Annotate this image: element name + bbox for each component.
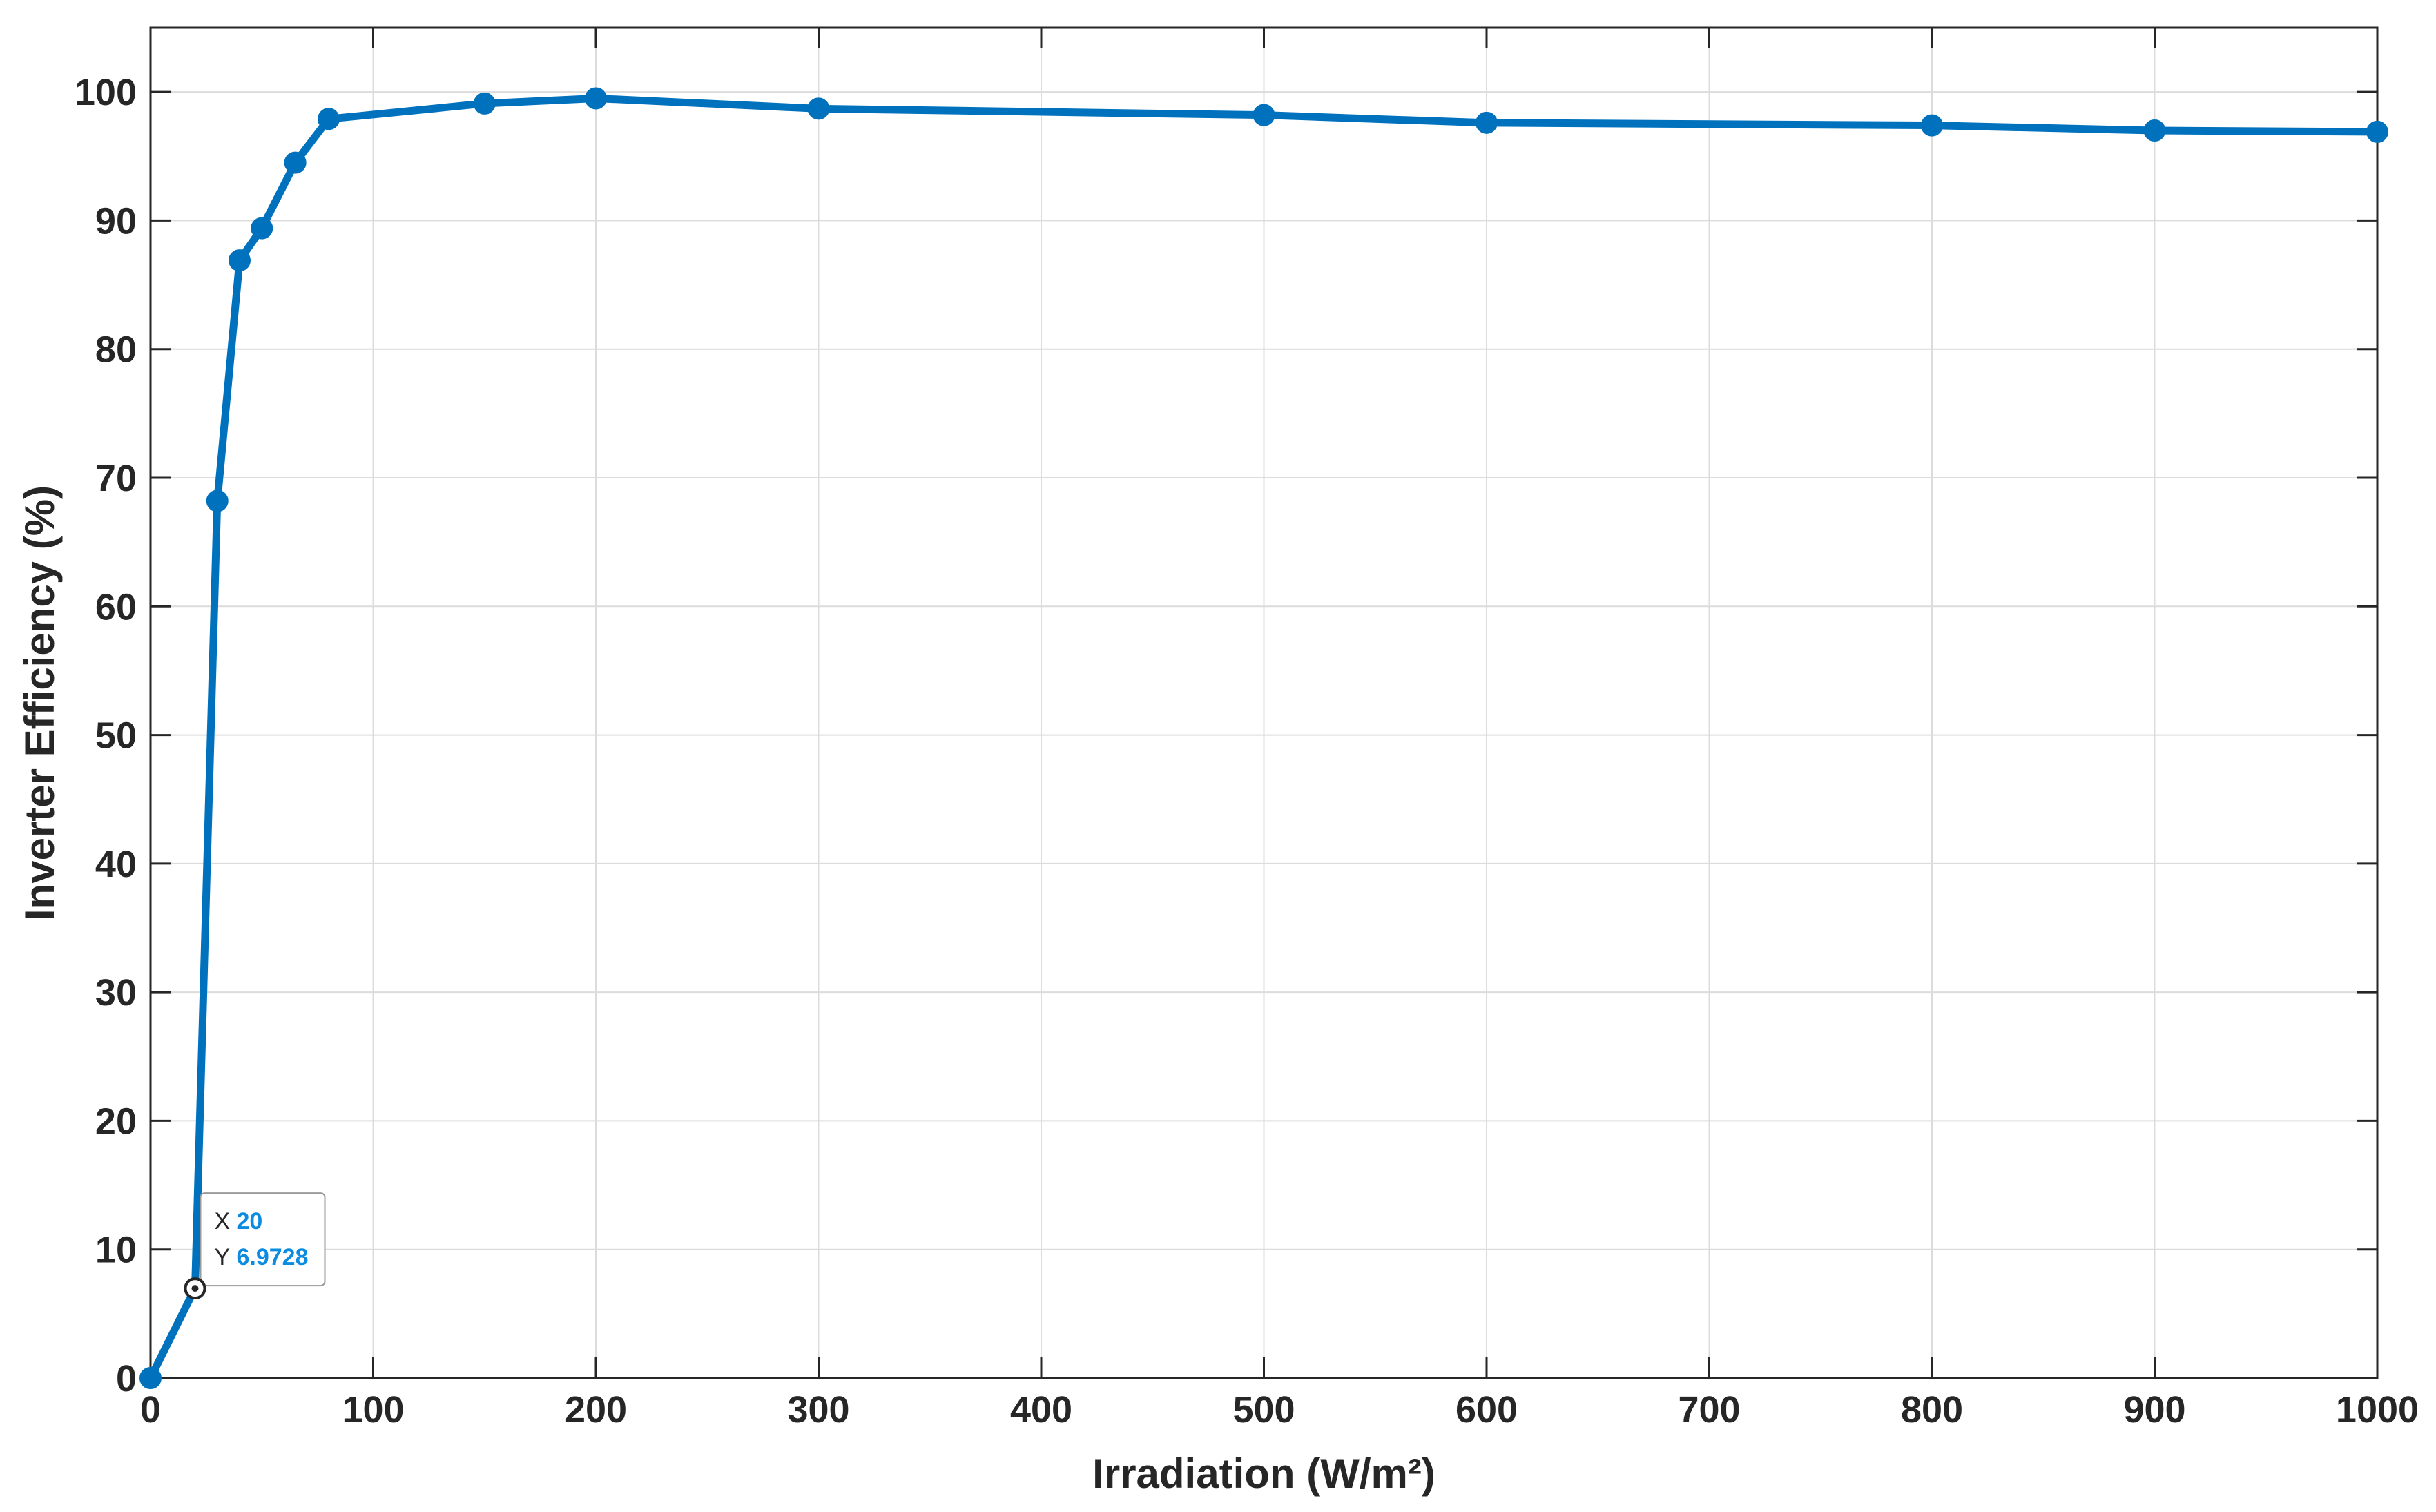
datatip-x-value: 20 [237,1208,263,1234]
data-point[interactable] [139,1367,162,1389]
x-axis-label: Irradiation (W/m²) [1092,1451,1436,1497]
datatip[interactable]: X 20 Y 6.9728 [184,1192,326,1300]
data-point[interactable] [473,92,496,115]
data-point[interactable] [585,87,607,110]
datatip-y-value: 6.9728 [237,1244,309,1270]
data-point[interactable] [807,97,830,120]
x-tick-label: 800 [1901,1389,1963,1431]
datatip-x-key: X [215,1208,231,1234]
x-tick-label: 300 [787,1389,849,1431]
y-tick-labels: 0 10 20 30 40 50 60 70 80 90 100 [75,72,137,1399]
data-point[interactable] [2143,119,2166,142]
data-point[interactable] [318,108,340,130]
y-tick-label: 70 [95,458,137,499]
y-tick-label: 50 [95,715,137,757]
y-axis-label: Inverter Efficiency (%) [17,485,63,920]
x-tick-label: 100 [342,1389,404,1431]
y-tick-label: 20 [95,1101,137,1142]
x-tick-label: 0 [140,1389,161,1431]
data-point[interactable] [229,249,251,272]
y-tick-label: 0 [116,1358,137,1399]
y-tick-label: 30 [95,972,137,1014]
data-point[interactable] [251,217,273,240]
x-tick-label: 900 [2123,1389,2185,1431]
x-tick-label: 600 [1456,1389,1518,1431]
y-tick-label: 90 [95,200,137,242]
data-point[interactable] [284,151,307,174]
y-tick-label: 80 [95,329,137,371]
data-point[interactable] [1476,111,1498,134]
y-tick-label: 100 [75,72,137,113]
y-tick-label: 60 [95,586,137,628]
x-tick-label: 1000 [2336,1389,2419,1431]
data-point[interactable] [1253,104,1275,126]
axis-ticks [149,28,2379,1379]
datatip-box [200,1192,326,1287]
datatip-marker-dot [191,1285,199,1292]
data-point[interactable] [206,490,229,512]
y-tick-label: 10 [95,1230,137,1271]
x-tick-label: 500 [1232,1389,1295,1431]
x-tick-label: 400 [1010,1389,1072,1431]
x-tick-labels: 0 100 200 300 400 500 600 700 800 900 1000 [140,1389,2419,1431]
data-point[interactable] [2366,120,2388,143]
x-tick-label: 200 [565,1389,627,1431]
y-tick-label: 40 [95,844,137,885]
x-tick-label: 700 [1678,1389,1740,1431]
data-point[interactable] [1921,114,1943,137]
datatip-y-key: Y [215,1244,231,1270]
